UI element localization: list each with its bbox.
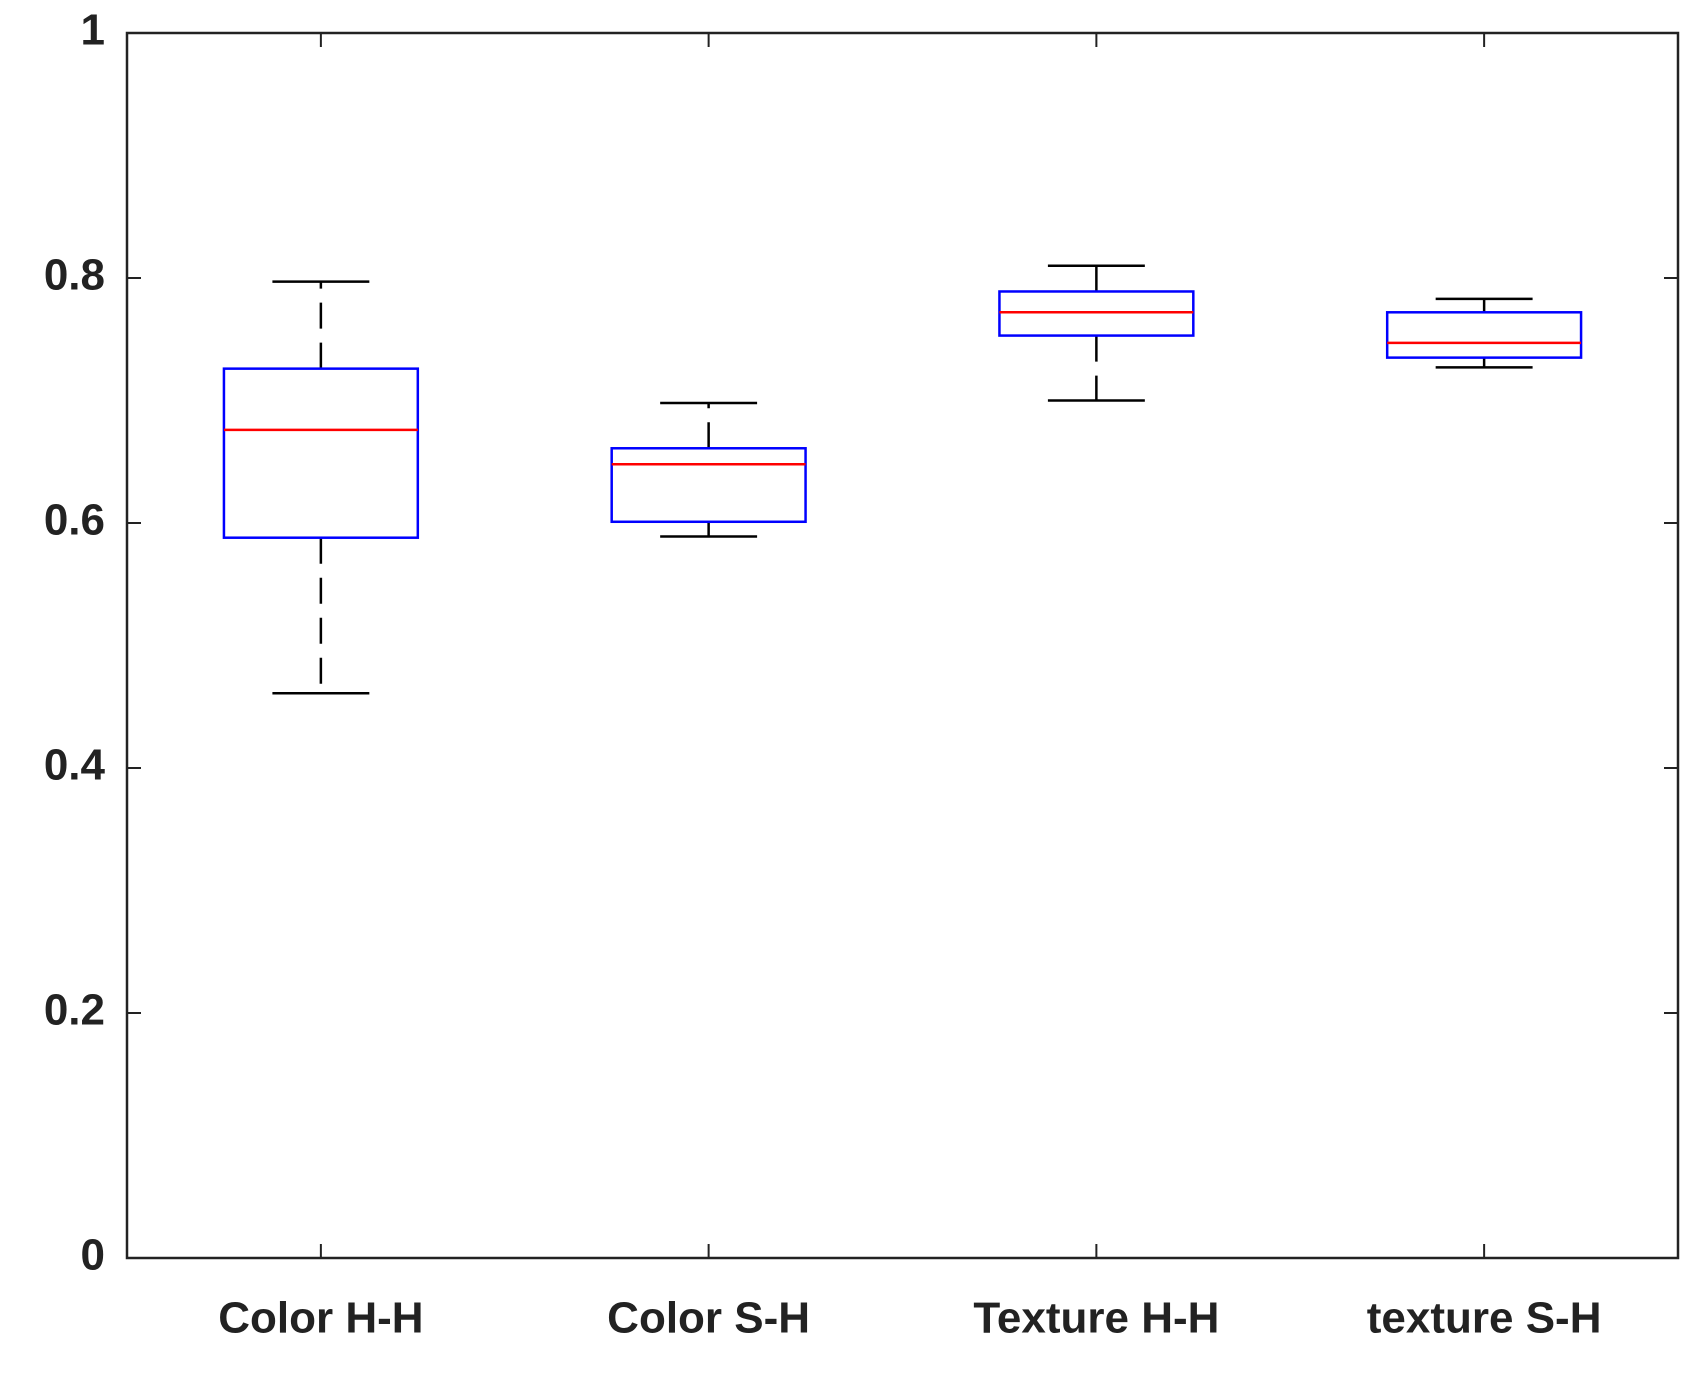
y-tick-label: 0	[81, 1231, 105, 1280]
y-tick-label: 0.4	[44, 741, 106, 790]
y-tick-label: 1	[81, 6, 105, 55]
x-tick-label: Texture H-H	[973, 1294, 1219, 1343]
y-tick-label: 0.8	[44, 251, 105, 300]
box	[1385, 311, 1583, 359]
x-tick-label: Color H-H	[218, 1294, 423, 1343]
y-tick-label: 0.2	[44, 986, 105, 1035]
y-tick-label: 0.6	[44, 496, 105, 545]
x-tick-label: Color S-H	[607, 1294, 810, 1343]
plot-frame	[125, 31, 1680, 1260]
box	[610, 447, 807, 524]
x-tick-label: texture S-H	[1367, 1294, 1602, 1343]
box	[222, 367, 420, 539]
